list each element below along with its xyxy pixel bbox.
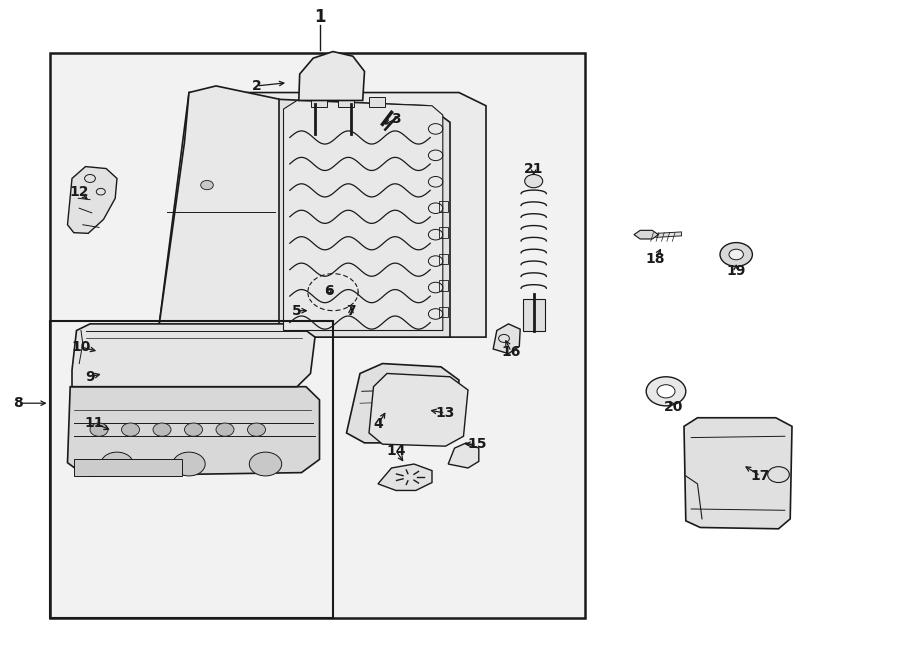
Text: 9: 9 bbox=[86, 369, 94, 384]
Text: 8: 8 bbox=[14, 396, 22, 410]
Text: 13: 13 bbox=[436, 406, 455, 420]
Circle shape bbox=[101, 452, 133, 476]
Circle shape bbox=[729, 249, 743, 260]
Text: 6: 6 bbox=[324, 284, 333, 298]
Text: 10: 10 bbox=[71, 340, 91, 354]
Bar bbox=[369, 97, 385, 107]
Text: 2: 2 bbox=[252, 79, 261, 93]
Bar bbox=[50, 53, 585, 618]
Polygon shape bbox=[158, 93, 486, 337]
Bar bbox=[439, 254, 448, 264]
Bar bbox=[439, 201, 448, 212]
Text: 7: 7 bbox=[346, 303, 356, 318]
Circle shape bbox=[248, 423, 266, 436]
Bar bbox=[74, 459, 182, 476]
Polygon shape bbox=[284, 100, 443, 330]
Polygon shape bbox=[369, 373, 468, 446]
Circle shape bbox=[525, 175, 543, 188]
Bar bbox=[439, 307, 448, 317]
Bar bbox=[439, 227, 448, 238]
Bar bbox=[50, 53, 585, 618]
Circle shape bbox=[216, 423, 234, 436]
Bar bbox=[338, 97, 354, 107]
Polygon shape bbox=[158, 86, 279, 337]
Circle shape bbox=[122, 423, 140, 436]
Text: 3: 3 bbox=[392, 112, 400, 126]
Text: 15: 15 bbox=[467, 437, 487, 451]
Text: 20: 20 bbox=[663, 399, 683, 414]
Polygon shape bbox=[346, 364, 459, 443]
Polygon shape bbox=[299, 52, 364, 100]
Polygon shape bbox=[68, 387, 320, 476]
Circle shape bbox=[720, 243, 752, 266]
Circle shape bbox=[90, 423, 108, 436]
Text: 18: 18 bbox=[645, 252, 665, 266]
Bar bbox=[310, 97, 327, 107]
Circle shape bbox=[657, 385, 675, 398]
Polygon shape bbox=[448, 443, 479, 468]
Circle shape bbox=[184, 423, 202, 436]
Bar bbox=[439, 280, 448, 291]
Polygon shape bbox=[68, 167, 117, 233]
Polygon shape bbox=[72, 324, 315, 387]
Text: 4: 4 bbox=[374, 417, 382, 432]
Text: 14: 14 bbox=[386, 444, 406, 458]
Polygon shape bbox=[493, 324, 520, 354]
Text: 21: 21 bbox=[524, 161, 544, 176]
Text: 12: 12 bbox=[69, 184, 89, 199]
Text: 11: 11 bbox=[85, 416, 104, 430]
Polygon shape bbox=[378, 464, 432, 490]
Circle shape bbox=[646, 377, 686, 406]
Text: 19: 19 bbox=[726, 264, 746, 278]
Circle shape bbox=[173, 452, 205, 476]
Bar bbox=[50, 321, 333, 618]
Polygon shape bbox=[634, 231, 658, 239]
Text: 1: 1 bbox=[314, 7, 325, 26]
Polygon shape bbox=[523, 299, 544, 330]
Circle shape bbox=[249, 452, 282, 476]
Polygon shape bbox=[274, 99, 450, 337]
Polygon shape bbox=[684, 418, 792, 529]
Text: 5: 5 bbox=[292, 303, 302, 318]
Text: 17: 17 bbox=[751, 469, 770, 483]
Circle shape bbox=[201, 180, 213, 190]
Text: 16: 16 bbox=[501, 344, 521, 359]
Circle shape bbox=[153, 423, 171, 436]
